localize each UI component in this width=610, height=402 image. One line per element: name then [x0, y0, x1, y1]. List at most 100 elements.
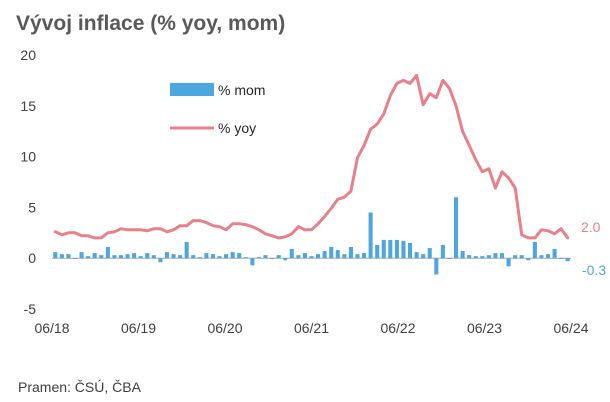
y-tick-label: 15: [20, 98, 36, 114]
x-tick-label: 06/19: [121, 320, 156, 336]
mom-bar: [191, 255, 196, 259]
mom-bar: [427, 248, 432, 259]
mom-bar: [276, 255, 281, 259]
chart-title: Vývoj inflace (% yoy, mom): [16, 12, 286, 35]
mom-bar: [355, 254, 360, 259]
mom-bar: [178, 255, 183, 259]
mom-bar: [532, 241, 537, 259]
mom-bar: [171, 254, 176, 259]
mom-bar: [434, 258, 439, 275]
end-labels: 2.0 -0.3: [581, 219, 606, 278]
mom-bar: [270, 258, 275, 259]
mom-bar: [256, 257, 261, 259]
mom-bar: [526, 258, 531, 261]
mom-bar: [309, 256, 314, 259]
mom-bar: [53, 252, 58, 259]
x-tick-label: 06/24: [553, 320, 588, 336]
mom-bar: [453, 197, 459, 259]
mom-bar: [513, 255, 518, 259]
mom-bar: [224, 254, 229, 259]
mom-bar: [401, 240, 406, 259]
mom-bar: [565, 258, 570, 262]
x-tick-label: 06/20: [207, 320, 242, 336]
mom-bar: [499, 253, 505, 259]
end-label-yoy: 2.0: [581, 219, 601, 235]
x-tick-label: 06/23: [467, 320, 502, 336]
mom-bar: [132, 253, 137, 259]
y-tick-label: 0: [28, 250, 36, 266]
mom-bar: [342, 254, 347, 259]
x-tick-label: 06/18: [34, 320, 69, 336]
y-tick-label: 10: [20, 149, 36, 165]
mom-bar: [217, 256, 222, 259]
mom-bar: [329, 247, 334, 259]
x-axis: 06/18 06/19 06/20 06/21 06/22 06/23 06/24: [34, 320, 588, 336]
mom-bar: [250, 258, 255, 266]
mom-bar: [473, 256, 478, 259]
mom-bar: [316, 254, 321, 259]
mom-bar: [447, 258, 452, 259]
source-note: Pramen: ČSÚ, ČBA: [18, 379, 141, 395]
mom-bar: [86, 256, 91, 259]
mom-bar: [145, 253, 150, 259]
mom-bar: [559, 258, 564, 259]
mom-bar: [79, 252, 84, 259]
mom-bar: [118, 255, 124, 259]
mom-bar: [99, 255, 104, 259]
mom-bar: [368, 212, 373, 259]
mom-bar: [493, 253, 498, 259]
end-label-mom: -0.3: [582, 262, 606, 278]
mom-bar: [105, 247, 110, 259]
yoy-line: [53, 73, 570, 240]
mom-bar: [519, 255, 524, 259]
mom-bar: [440, 244, 445, 259]
mom-bar: [210, 254, 215, 259]
mom-bar: [138, 256, 143, 259]
mom-bar: [151, 255, 156, 259]
mom-bar: [237, 253, 242, 259]
mom-bars: [53, 197, 570, 275]
mom-bar: [230, 252, 235, 259]
x-tick-label: 06/21: [294, 320, 329, 336]
mom-bar: [322, 251, 327, 259]
mom-bar: [125, 254, 130, 259]
mom-bar: [158, 258, 163, 263]
mom-bar: [408, 242, 413, 259]
mom-bar: [289, 249, 294, 259]
mom-bar: [164, 252, 170, 259]
y-tick-label: 20: [20, 47, 36, 63]
mom-bar: [362, 253, 367, 259]
mom-bar: [460, 251, 465, 259]
legend-mom-swatch: [170, 83, 214, 96]
mom-bar: [486, 255, 491, 259]
mom-bar: [112, 255, 117, 259]
mom-bar: [394, 239, 399, 259]
mom-bar: [283, 258, 288, 261]
y-tick-label: 5: [28, 199, 36, 215]
mom-bar: [335, 250, 340, 259]
mom-bar: [545, 254, 551, 259]
mom-bar: [467, 255, 472, 259]
mom-bar: [263, 255, 268, 259]
mom-bar: [480, 256, 485, 259]
mom-bar: [375, 244, 380, 259]
mom-bar: [421, 254, 426, 259]
y-axis: 20 15 10 5 0 -5: [20, 47, 36, 317]
mom-bar: [381, 239, 386, 259]
mom-bar: [204, 253, 209, 259]
x-tick-label: 06/22: [380, 320, 415, 336]
mom-bar: [72, 258, 78, 259]
mom-bar: [552, 249, 557, 259]
mom-bar: [302, 253, 307, 259]
mom-bar: [348, 247, 353, 259]
mom-bar: [414, 252, 419, 259]
mom-bar: [66, 254, 71, 259]
mom-bar: [184, 241, 189, 259]
legend-yoy-label: % yoy: [218, 120, 256, 136]
mom-bar: [388, 239, 393, 259]
legend-mom-label: % mom: [218, 82, 265, 98]
legend: % mom % yoy: [170, 82, 265, 136]
mom-bar: [296, 255, 301, 259]
mom-bar: [92, 253, 97, 259]
